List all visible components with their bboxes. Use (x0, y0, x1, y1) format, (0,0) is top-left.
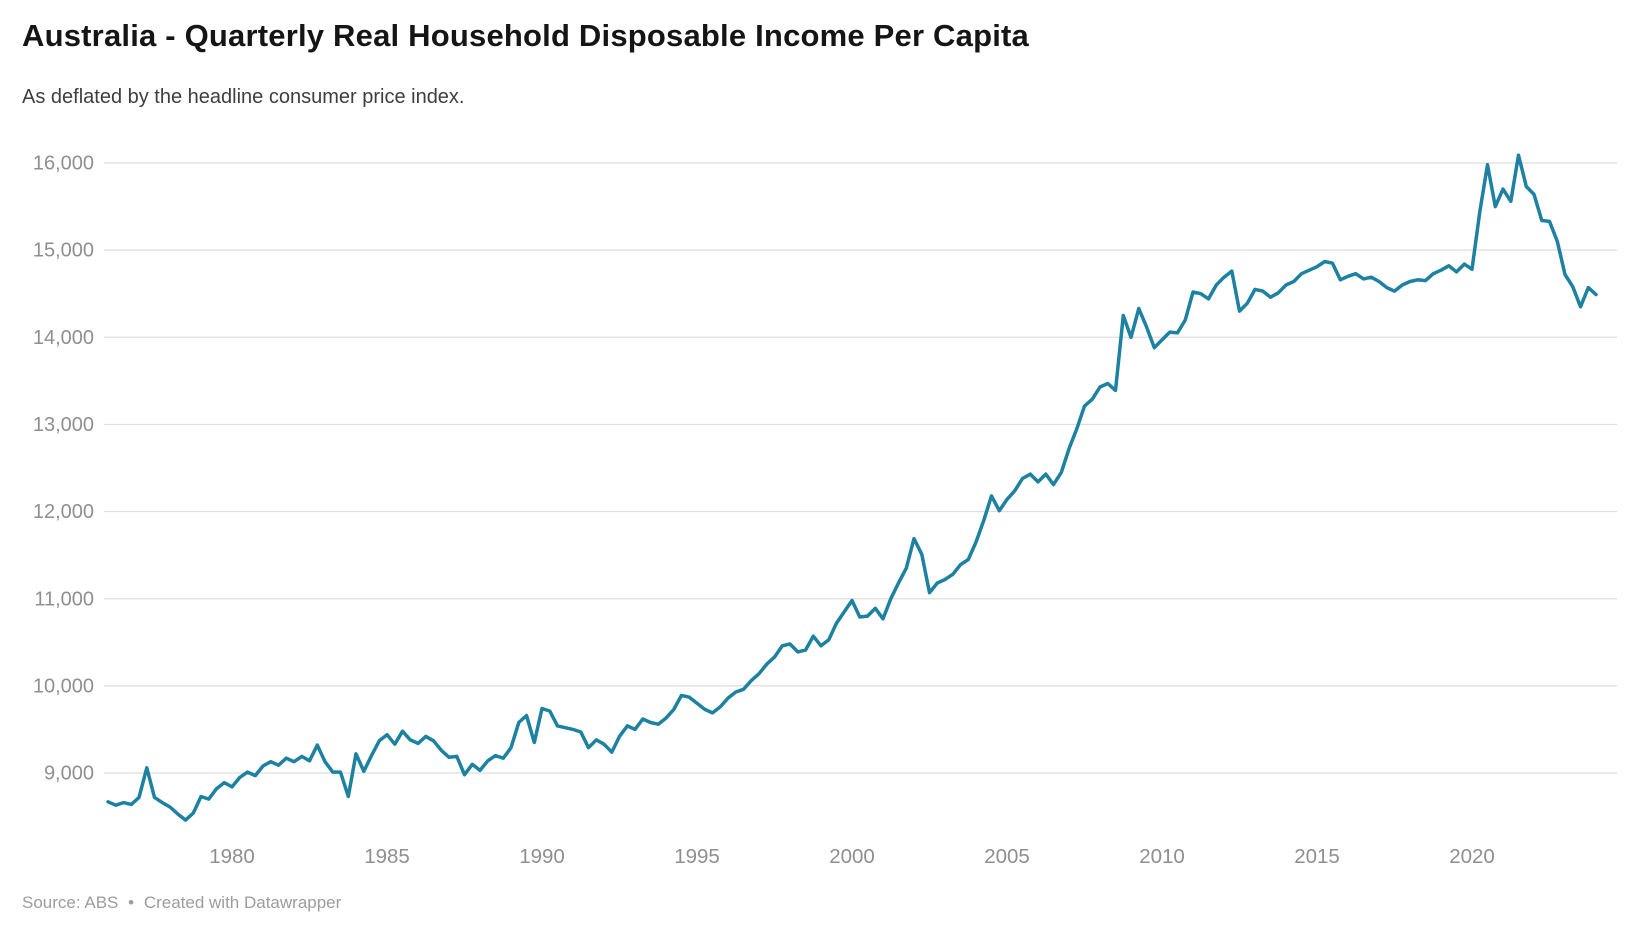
y-tick-label: 16,000 (33, 153, 94, 175)
x-tick-label: 1990 (519, 845, 565, 868)
separator-bullet: • (128, 893, 135, 912)
y-tick-label: 10,000 (33, 675, 94, 697)
y-tick-label: 12,000 (33, 501, 94, 523)
x-tick-label: 1985 (364, 845, 410, 868)
x-tick-label: 1980 (209, 845, 255, 868)
y-tick-label: 14,000 (33, 327, 94, 349)
x-tick-label: 2000 (829, 845, 875, 868)
x-tick-label: 2015 (1294, 845, 1340, 868)
y-tick-label: 11,000 (34, 588, 94, 610)
y-tick-label: 9,000 (44, 763, 94, 785)
page-title: Australia - Quarterly Real Household Dis… (22, 18, 1029, 53)
attribution-label: Created with Datawrapper (143, 893, 342, 912)
y-tick-label: 15,000 (33, 240, 94, 262)
source-label: Source: ABS (22, 893, 119, 912)
source-line: Source: ABS • Created with Datawrapper (22, 893, 346, 913)
x-tick-label: 1995 (674, 845, 720, 868)
page-subtitle: As deflated by the headline consumer pri… (22, 86, 465, 108)
data-line (106, 153, 1598, 822)
x-tick-label: 2020 (1449, 845, 1495, 868)
y-tick-label: 13,000 (33, 414, 94, 436)
x-tick-label: 2005 (984, 845, 1030, 868)
x-tick-label: 2010 (1139, 845, 1185, 868)
